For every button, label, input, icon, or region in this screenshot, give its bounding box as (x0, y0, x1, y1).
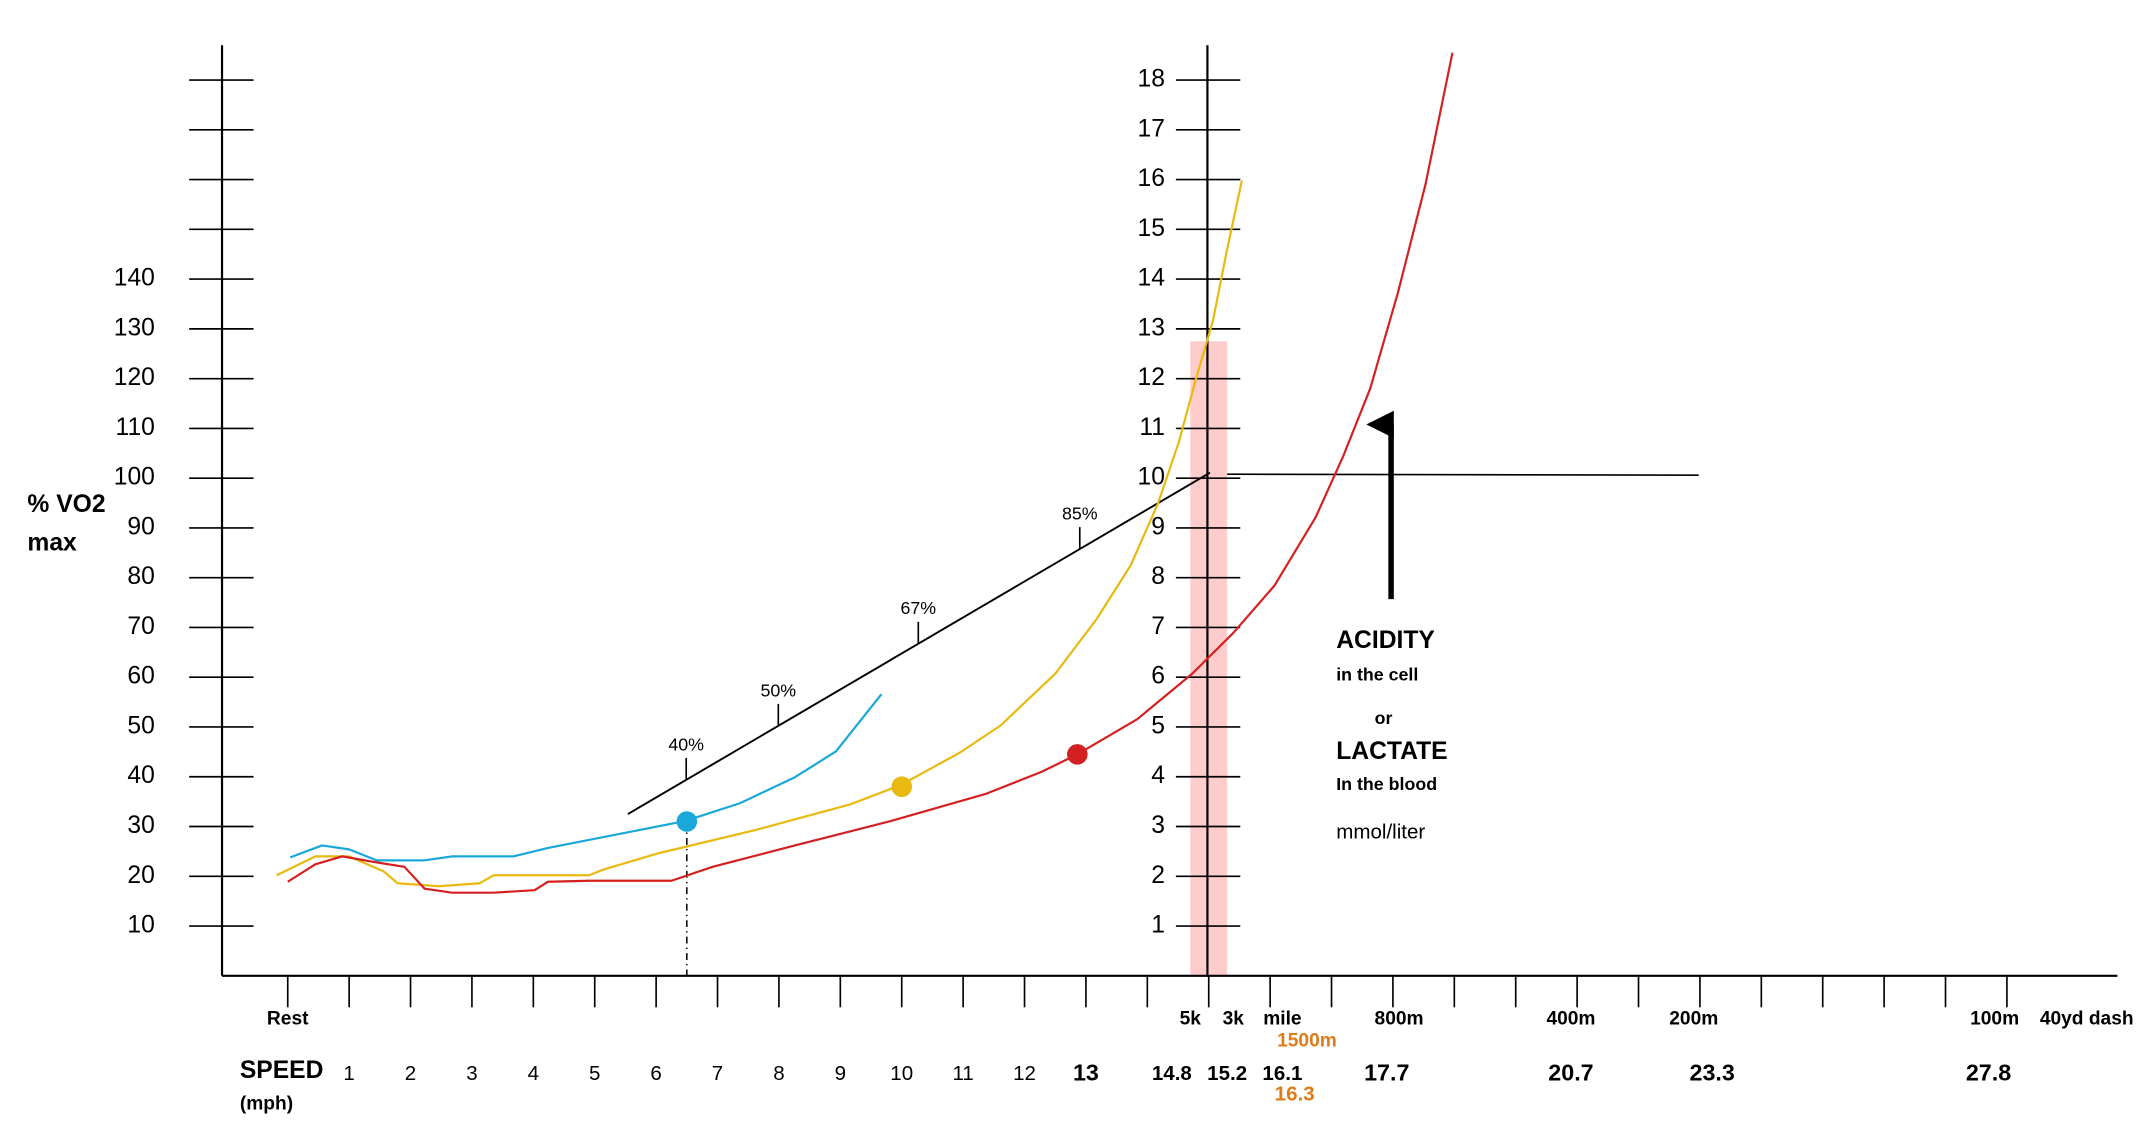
speed-label: 23.3 (1690, 1060, 1735, 1086)
speed-label: 10 (890, 1062, 913, 1085)
y2-tick-label: 15 (1137, 215, 1164, 242)
y2-axis-label: mmol/liter (1336, 821, 1425, 844)
distance-label: 400m (1546, 1009, 1595, 1030)
y2-axis-label: or (1375, 708, 1393, 728)
y2-axis-label: in the cell (1336, 664, 1418, 684)
speed-label: 15.2 (1207, 1062, 1247, 1085)
y2-tick-label: 11 (1139, 414, 1165, 441)
y2-tick-label: 3 (1151, 812, 1165, 839)
y2-tick-label: 4 (1151, 762, 1165, 789)
series-line (289, 693, 883, 862)
y-tick-label: 10 (127, 912, 154, 939)
y-tick-label: 70 (127, 613, 154, 640)
y2-tick-label: 5 (1151, 712, 1165, 739)
speed-label: 9 (835, 1062, 846, 1085)
x-axis-label: (mph) (240, 1094, 293, 1115)
speed-label: 13 (1073, 1060, 1099, 1086)
y-tick-label: 120 (114, 364, 155, 391)
y2-axis-label: ACIDITY (1336, 627, 1435, 654)
y2-tick-label: 18 (1137, 66, 1164, 93)
speed-label: 3 (466, 1062, 477, 1085)
y2-axis-label: In the blood (1336, 774, 1437, 794)
speed-label: 8 (773, 1062, 784, 1085)
speed-label: 27.8 (1966, 1060, 2011, 1086)
y2-tick-label: 16 (1137, 165, 1164, 192)
y-tick-label: 40 (127, 762, 154, 789)
x-axis-label: SPEED (240, 1057, 324, 1084)
y-tick-label: 130 (114, 314, 155, 341)
y2-tick-label: 6 (1151, 663, 1165, 690)
distance-label: 40yd dash (2040, 1009, 2134, 1030)
y2-tick-label: 10 (1137, 464, 1164, 491)
speed-label: 14.8 (1152, 1062, 1192, 1085)
y2-tick-label: 14 (1137, 265, 1164, 292)
reference-line (1227, 473, 1699, 477)
speed-label: 7 (712, 1062, 723, 1085)
distance-label: mile (1263, 1009, 1301, 1030)
y2-axis-label: LACTATE (1336, 738, 1447, 765)
speed-label: 12 (1013, 1062, 1036, 1085)
threshold-label: 85% (1062, 503, 1098, 523)
distance-label: 200m (1669, 1009, 1718, 1030)
speed-label: 4 (528, 1062, 539, 1085)
distance-label: 5k (1180, 1009, 1202, 1030)
y2-tick-label: 7 (1151, 613, 1165, 640)
y-axis-label: % VO2 (27, 491, 105, 518)
series-marker (676, 811, 698, 832)
y-tick-label: 110 (116, 414, 155, 441)
y-tick-label: 30 (127, 812, 154, 839)
speed-label: 5 (589, 1062, 600, 1085)
speed-label: 6 (650, 1062, 661, 1085)
y2-tick-label: 12 (1137, 364, 1164, 391)
y-tick-label: 20 (127, 862, 154, 889)
distance-label: 800m (1375, 1009, 1424, 1030)
y-tick-label: 140 (114, 265, 155, 292)
threshold-label: 67% (900, 598, 936, 618)
y2-tick-label: 9 (1151, 513, 1165, 540)
speed-label: 11 (952, 1062, 973, 1085)
distance-label: 1500m (1277, 1031, 1337, 1052)
threshold-label: 40% (668, 734, 704, 754)
y-tick-label: 90 (127, 513, 154, 540)
threshold-label: 50% (760, 680, 796, 700)
series-line (276, 180, 1243, 888)
y-tick-label: 80 (127, 563, 154, 590)
distance-label: 100m (1970, 1009, 2019, 1030)
y2-tick-label: 8 (1151, 563, 1165, 590)
distance-label: Rest (267, 1009, 309, 1030)
y-axis-label: max (27, 530, 77, 557)
y2-tick-label: 13 (1137, 314, 1164, 341)
speed-label: 2 (405, 1062, 416, 1085)
speed-label: 16.1 (1262, 1062, 1302, 1085)
series-line (287, 52, 1454, 894)
speed-label: 1 (343, 1062, 354, 1085)
y-tick-label: 100 (114, 464, 155, 491)
series-marker (1067, 744, 1088, 765)
distance-label: 3k (1223, 1009, 1245, 1030)
speed-label: 16.3 (1275, 1082, 1315, 1105)
y-tick-label: 50 (127, 712, 154, 739)
series-marker (891, 776, 913, 797)
y-tick-label: 60 (127, 663, 154, 690)
y2-tick-label: 2 (1151, 862, 1165, 889)
speed-label: 20.7 (1548, 1060, 1593, 1086)
y2-tick-label: 17 (1137, 115, 1164, 142)
speed-label: 17.7 (1364, 1060, 1409, 1086)
y2-tick-label: 1 (1151, 912, 1165, 939)
